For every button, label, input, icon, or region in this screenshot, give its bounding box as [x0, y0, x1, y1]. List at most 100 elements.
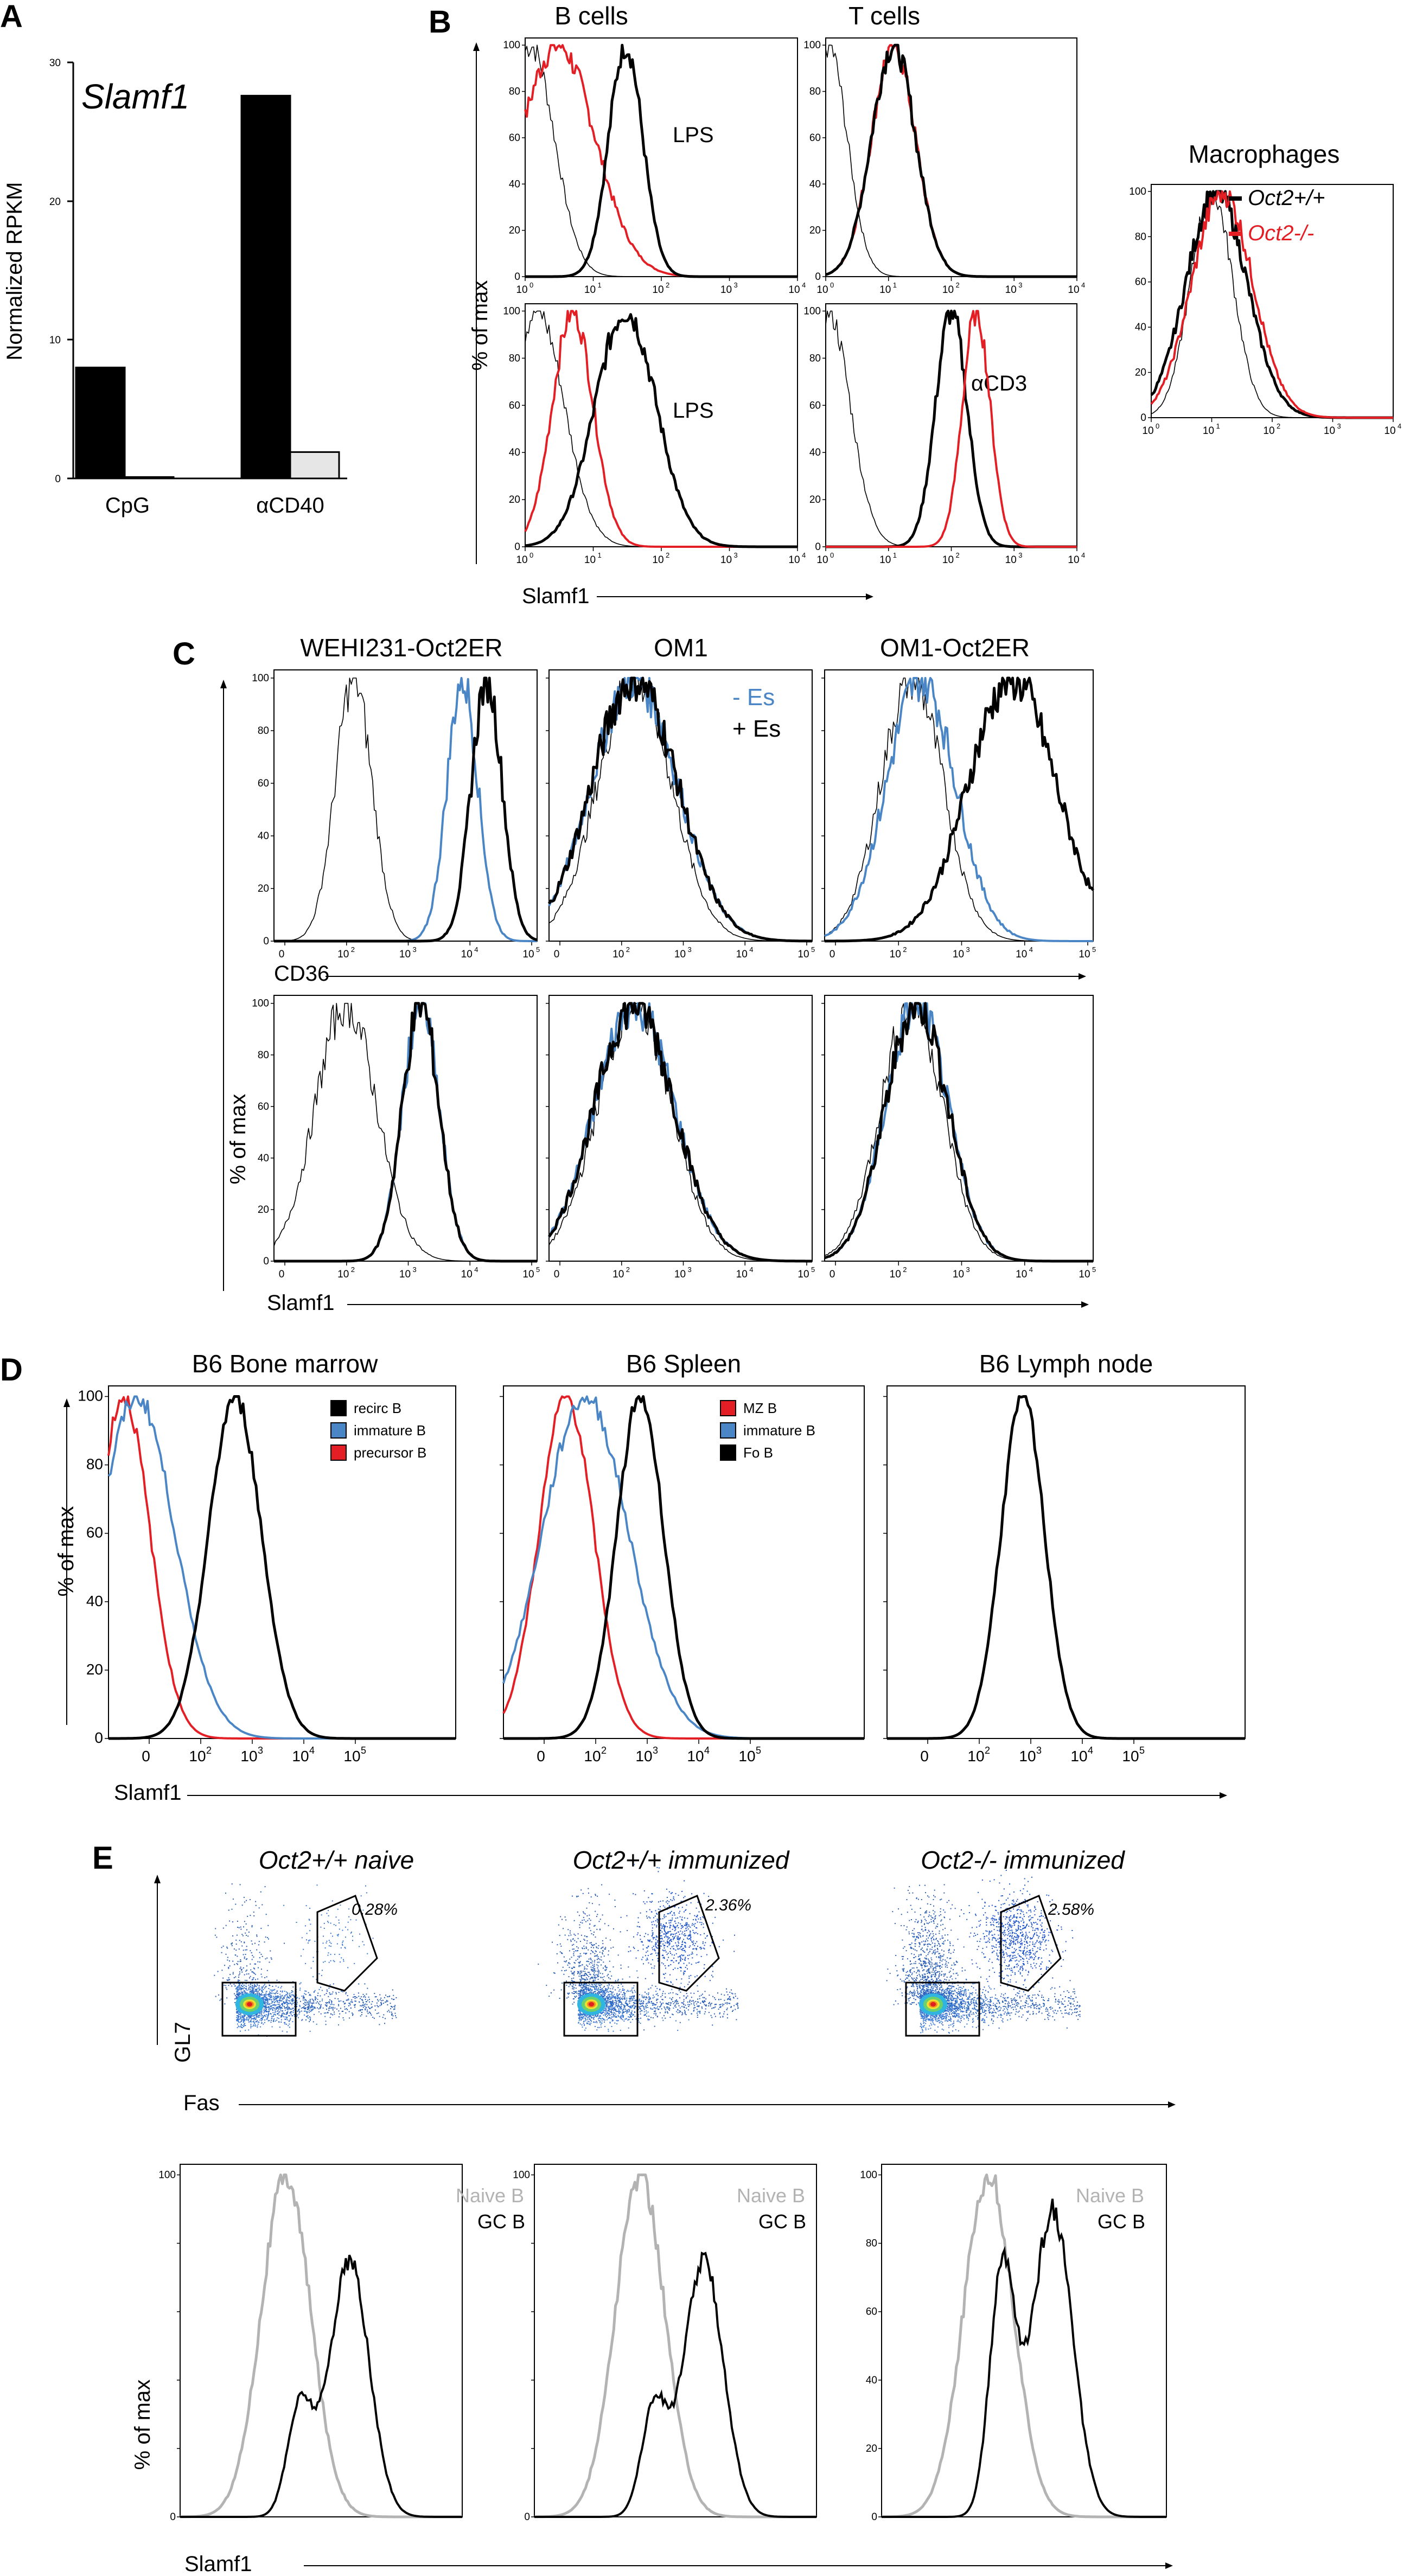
e-dot — [585, 1921, 586, 1922]
e-dot — [267, 2003, 269, 2004]
c-hist-5-frame — [824, 995, 1094, 1262]
e-dot — [687, 2004, 689, 2005]
e-dot — [278, 1996, 279, 1998]
e-dot — [638, 2009, 640, 2010]
e-dot — [281, 2003, 283, 2004]
b-hist-3-ytick-label: 100 — [803, 305, 821, 317]
e-dot — [362, 2009, 363, 2010]
e-dot — [609, 1997, 611, 1998]
e-dot — [214, 1974, 215, 1976]
b-hist-2-xtick-label: 10 — [652, 554, 663, 566]
e-dot — [352, 2012, 353, 2014]
e-dot — [315, 1997, 316, 1998]
e-dot — [368, 2001, 370, 2003]
e-dot — [609, 2003, 611, 2004]
e-dot — [670, 2002, 672, 2003]
b-hist-4-xtick-exp: 0 — [1156, 422, 1159, 430]
e-dot — [307, 2009, 308, 2010]
e-dot — [337, 1998, 339, 1999]
e-dot — [656, 1987, 658, 1989]
e-dot — [248, 2021, 250, 2023]
e-dot — [586, 1960, 588, 1962]
e-dot — [618, 1994, 620, 1996]
e-dot — [598, 1987, 599, 1989]
e-dot — [229, 1974, 231, 1976]
e-dot — [597, 1965, 599, 1967]
e-dot — [610, 2011, 612, 2012]
e-dot — [255, 1991, 257, 1992]
e-dot — [601, 2027, 602, 2028]
e-dot — [630, 2022, 631, 2023]
e-dot — [605, 2011, 607, 2013]
e-dot — [614, 2015, 615, 2017]
e-dot — [261, 1988, 263, 1990]
e-dot — [623, 2011, 625, 2013]
e-dot — [288, 2003, 290, 2004]
c-curve-1-thin — [548, 677, 812, 942]
c-ytick-label: 40 — [258, 1153, 269, 1164]
e-dot — [248, 2019, 250, 2021]
e-dot — [232, 1899, 234, 1900]
e-dot — [239, 2012, 240, 2014]
e-dot — [631, 1989, 633, 1991]
b-hist-1-ytick-label: 60 — [809, 132, 821, 144]
e-dot — [243, 1926, 244, 1928]
e-dot — [646, 2003, 648, 2004]
e-dot — [590, 1953, 591, 1954]
e-dot — [647, 2002, 649, 2004]
e-dot — [601, 1956, 602, 1958]
e-dot — [279, 2027, 280, 2028]
e-dot — [284, 1995, 285, 1997]
e-dot — [280, 2019, 282, 2021]
e-dot — [599, 1928, 601, 1930]
e-dot — [278, 1986, 279, 1988]
e-dot — [623, 2016, 624, 2017]
t-cells-title: T cells — [848, 2, 920, 30]
e-dot — [603, 1993, 604, 1995]
e-dot — [729, 1996, 731, 1997]
e-dot — [583, 1985, 584, 1987]
e-dot — [314, 2008, 315, 2009]
e-dot — [294, 1995, 295, 1997]
e-dot — [608, 2009, 610, 2010]
e-dot — [573, 1955, 575, 1957]
c-xtick-exp: 3 — [688, 945, 692, 954]
e-dot — [617, 2020, 618, 2022]
e-dot — [279, 2008, 280, 2009]
e-dot — [284, 2022, 286, 2023]
e-dot — [701, 2006, 703, 2008]
e-dot — [298, 2009, 299, 2010]
e-dot — [289, 2023, 290, 2025]
e-dot — [609, 1971, 611, 1972]
e-dot — [590, 1985, 591, 1987]
e-dot — [286, 1999, 288, 2001]
e-dot — [662, 2019, 664, 2021]
e-dot — [256, 1989, 257, 1990]
e-dot — [726, 2008, 728, 2009]
e-dot — [264, 2015, 265, 2017]
e-dot — [237, 2017, 239, 2018]
e-dot — [334, 1954, 336, 1955]
e-dot — [581, 2018, 583, 2020]
d-xtick-label: 10 — [687, 1748, 704, 1765]
e-dot — [572, 1998, 574, 2000]
e-dot — [320, 2007, 321, 2009]
e-dot — [601, 1984, 602, 1985]
e-dot — [251, 1990, 252, 1992]
e-dot — [680, 1991, 681, 1993]
e-dot — [261, 2013, 262, 2015]
e-dot — [262, 2017, 264, 2018]
e-dot — [719, 2013, 720, 2015]
e-dot — [661, 1999, 663, 2000]
e-dot — [246, 1973, 247, 1975]
e-dot — [580, 1985, 582, 1986]
e-dot — [328, 1961, 330, 1963]
e-dot — [264, 1993, 265, 1995]
e-dot — [610, 1991, 612, 1992]
e-dot — [621, 2006, 622, 2008]
e-dot — [623, 1994, 625, 1996]
e-dot — [348, 2005, 349, 2006]
e-dot — [325, 2002, 327, 2004]
e-dot — [618, 2000, 620, 2002]
e-dot — [614, 1997, 616, 1999]
